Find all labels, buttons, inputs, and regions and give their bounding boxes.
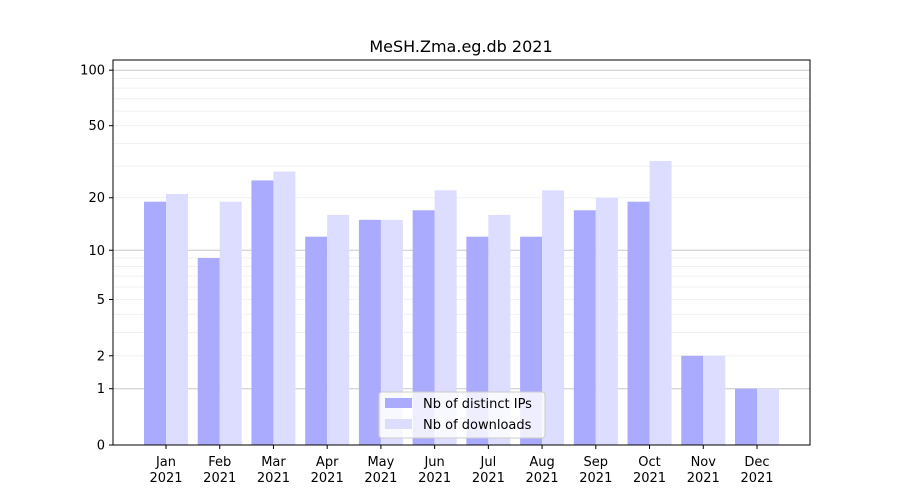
x-tick-label-year: 2021 <box>149 471 182 486</box>
plot-frame <box>112 59 811 446</box>
y-tick-label: 20 <box>88 191 105 206</box>
x-tick-label-month: May <box>367 455 394 470</box>
bar-ips <box>197 258 220 445</box>
bar-ips <box>627 201 650 445</box>
x-tick-label-month: Jan <box>155 455 176 470</box>
bar-downloads <box>649 161 672 445</box>
x-tick-label-year: 2021 <box>687 471 720 486</box>
legend-swatch <box>385 419 412 429</box>
bar-downloads <box>595 197 618 445</box>
bar-ips <box>735 388 757 445</box>
x-tick-label-year: 2021 <box>740 471 773 486</box>
bar-downloads <box>219 201 242 445</box>
y-tick-label: 2 <box>97 349 105 364</box>
x-tick-label-month: Dec <box>744 455 769 470</box>
x-tick-label-month: Oct <box>638 455 660 470</box>
bar-downloads <box>434 190 457 445</box>
x-tick-label-year: 2021 <box>526 471 559 486</box>
y-tick-label: 1 <box>97 382 105 397</box>
x-tick-label-year: 2021 <box>257 471 290 486</box>
bar-downloads <box>380 219 403 445</box>
y-tick-label: 50 <box>88 119 105 134</box>
x-tick-label-month: Nov <box>691 455 717 470</box>
y-tick-label: 100 <box>80 64 105 79</box>
x-tick-label-year: 2021 <box>579 471 612 486</box>
x-tick-label-year: 2021 <box>364 471 397 486</box>
legend-box <box>378 391 546 439</box>
legend-label: Nb of distinct IPs <box>423 397 532 412</box>
x-tick-label-month: Feb <box>208 455 231 470</box>
bar-downloads <box>166 193 188 445</box>
x-tick-label-year: 2021 <box>418 471 451 486</box>
bar-ips <box>681 355 704 445</box>
x-tick-label-year: 2021 <box>311 471 344 486</box>
bar-ips <box>305 236 328 445</box>
x-tick-label-month: Aug <box>529 455 554 470</box>
bar-ips <box>358 219 381 445</box>
bar-downloads <box>703 355 726 445</box>
x-tick-label-year: 2021 <box>203 471 236 486</box>
x-tick-label-month: Mar <box>261 455 286 470</box>
bar-downloads <box>542 190 565 445</box>
legend: Nb of distinct IPs Nb of downloads <box>378 391 546 439</box>
bar-ips <box>251 180 274 446</box>
x-tick-label-month: Apr <box>316 455 339 470</box>
legend-swatch <box>385 398 412 408</box>
bar-ips <box>573 210 596 445</box>
bar-downloads <box>273 171 296 446</box>
chart-title: MeSH.Zma.eg.db 2021 <box>369 37 552 56</box>
legend-label: Nb of downloads <box>423 418 532 433</box>
bar-downloads <box>757 388 779 445</box>
x-tick-label-month: Sep <box>584 455 609 470</box>
y-tick-label: 0 <box>97 439 105 454</box>
bar-downloads <box>488 214 511 445</box>
bar-ips <box>412 210 435 445</box>
bar-downloads <box>327 214 350 445</box>
x-tick-label-year: 2021 <box>472 471 505 486</box>
bar-ips <box>144 201 166 445</box>
y-tick-label: 10 <box>88 244 105 259</box>
x-tick-label-year: 2021 <box>633 471 666 486</box>
x-tick-label-month: Jul <box>480 455 497 470</box>
x-tick-label-month: Jun <box>423 455 444 470</box>
y-tick-label: 5 <box>97 293 105 308</box>
